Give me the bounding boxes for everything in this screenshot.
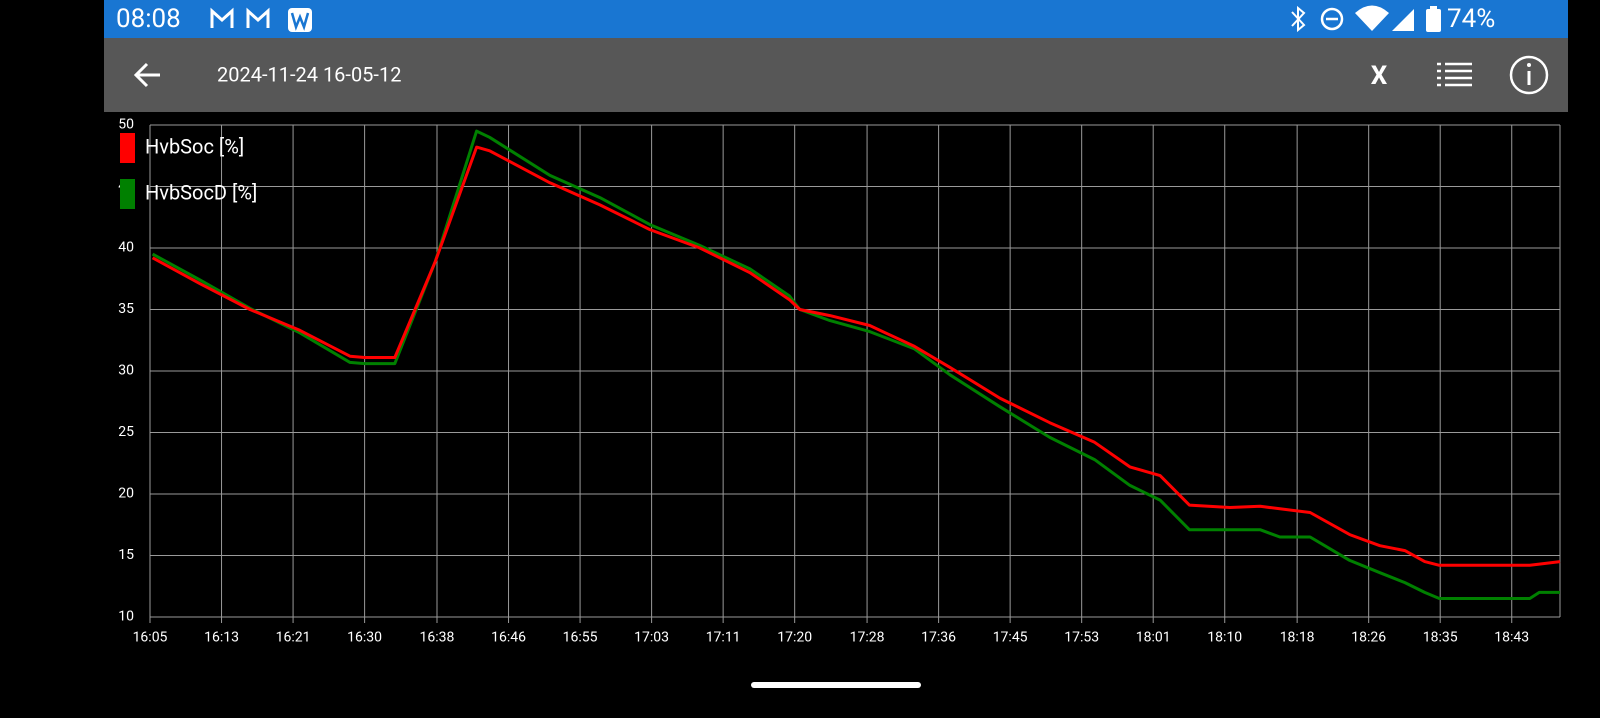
x-tick-label: 16:46 (491, 630, 526, 646)
toolbar (104, 38, 1568, 112)
system-icons (1291, 5, 1441, 33)
x-tick-label: 18:10 (1207, 630, 1242, 646)
x-tick-label: 17:45 (993, 630, 1028, 646)
data-line (151, 145, 1561, 567)
x-tick-label: 16:05 (133, 630, 168, 646)
legend-swatch (120, 133, 135, 163)
x-tick-label: 18:26 (1351, 630, 1386, 646)
y-tick-label: 25 (118, 424, 134, 440)
y-tick-label: 20 (118, 486, 134, 502)
toolbar-title: 2024-11-24 16-05-12 (217, 62, 401, 86)
close-button[interactable]: X (1371, 61, 1388, 91)
notification-icons (210, 7, 312, 32)
x-tick-label: 16:30 (347, 630, 382, 646)
x-tick-label: 18:01 (1136, 630, 1171, 646)
status-time: 08:08 (116, 4, 181, 34)
legend-swatch (120, 179, 135, 209)
x-tick-label: 18:18 (1280, 630, 1315, 646)
x-tick-label: 16:21 (276, 630, 311, 646)
legend-label: HvbSocD [%] (145, 180, 257, 204)
y-tick-label: 15 (118, 547, 134, 563)
info-button[interactable] (1509, 55, 1549, 95)
x-tick-label: 16:38 (420, 630, 455, 646)
y-tick-label: 10 (118, 609, 134, 625)
legend-label: HvbSoc [%] (145, 134, 244, 158)
home-indicator[interactable] (751, 682, 921, 688)
x-tick-label: 18:35 (1423, 630, 1458, 646)
x-tick-label: 17:28 (850, 630, 885, 646)
x-tick-label: 18:43 (1494, 630, 1529, 646)
x-tick-label: 16:13 (204, 630, 239, 646)
y-tick-label: 50 (118, 117, 134, 133)
y-tick-label: 40 (118, 240, 134, 256)
battery-percent: 74% (1447, 4, 1495, 34)
status-bar (104, 0, 1568, 38)
x-tick-label: 16:55 (563, 630, 598, 646)
x-tick-label: 17:11 (706, 630, 741, 646)
chart: 10152025303540455016:0516:1316:2116:3016… (118, 117, 1561, 646)
y-tick-label: 35 (118, 301, 134, 317)
list-button[interactable] (1437, 62, 1472, 87)
x-tick-label: 17:53 (1064, 630, 1099, 646)
x-tick-label: 17:03 (634, 630, 669, 646)
y-tick-label: 30 (118, 363, 134, 379)
x-tick-label: 17:20 (777, 630, 812, 646)
back-button[interactable] (133, 62, 160, 88)
x-tick-label: 17:36 (921, 630, 956, 646)
